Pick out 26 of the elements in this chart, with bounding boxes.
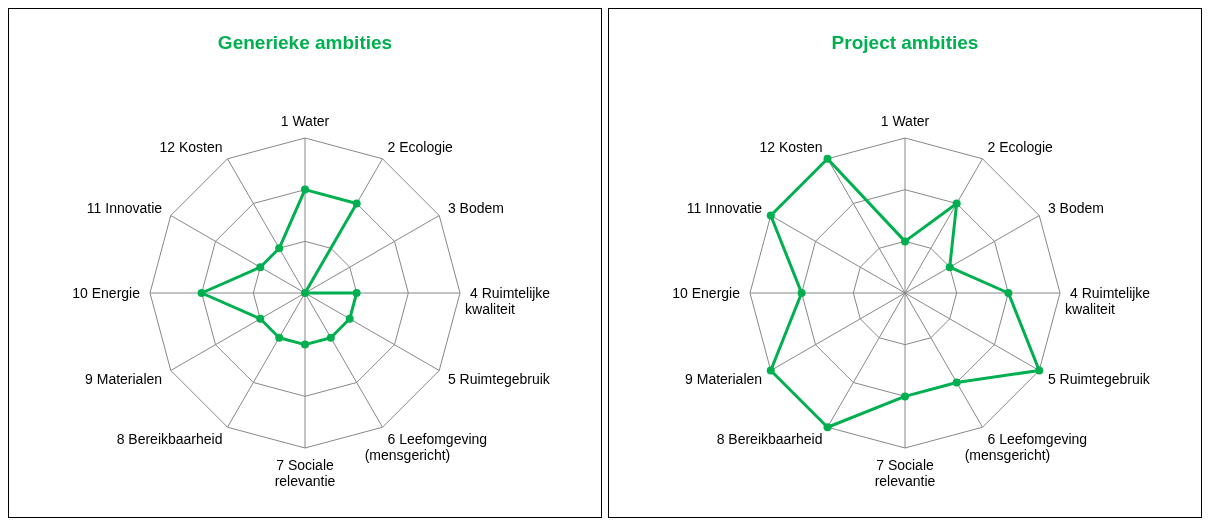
spoke-label: 9 Materialen xyxy=(685,370,763,387)
spoke-label: 4 Ruimtelijke kwaliteit xyxy=(1065,285,1151,317)
spoke-label: 7 Sociale relevantie xyxy=(274,457,336,489)
spoke-label: 11 Innovatie xyxy=(686,199,763,216)
spoke-label: 2 Ecologie xyxy=(987,139,1054,156)
spoke-label: 5 Ruimtegebruik xyxy=(1047,370,1151,387)
spoke-label: 8 Bereikbaarheid xyxy=(716,430,823,447)
chart-title: Project ambities xyxy=(831,32,979,53)
spoke-label: 6 Leefomgeving (mensgericht) xyxy=(364,430,488,463)
spoke-label: 9 Materialen xyxy=(85,370,163,387)
spoke-label: 12 Kosten xyxy=(759,139,823,156)
spoke-label: 6 Leefomgeving (mensgericht) xyxy=(964,430,1088,463)
spoke-label: 1 Water xyxy=(880,113,930,129)
spoke-label: 4 Ruimtelijke kwaliteit xyxy=(465,285,551,317)
spoke-label: 3 Bodem xyxy=(447,199,504,216)
spoke-label: 3 Bodem xyxy=(1047,199,1104,216)
spoke-label: 2 Ecologie xyxy=(387,139,454,156)
chart-title: Generieke ambities xyxy=(217,32,393,53)
spoke-label: 11 Innovatie xyxy=(86,199,163,216)
spoke-label: 10 Energie xyxy=(72,285,141,301)
spoke-label: 8 Bereikbaarheid xyxy=(116,430,223,447)
spoke-label: 7 Sociale relevantie xyxy=(874,457,936,489)
spoke-label: 5 Ruimtegebruik xyxy=(447,370,551,387)
spoke-label: 12 Kosten xyxy=(159,139,223,156)
spoke-label: 1 Water xyxy=(280,113,330,129)
spoke-label: 10 Energie xyxy=(672,285,741,301)
